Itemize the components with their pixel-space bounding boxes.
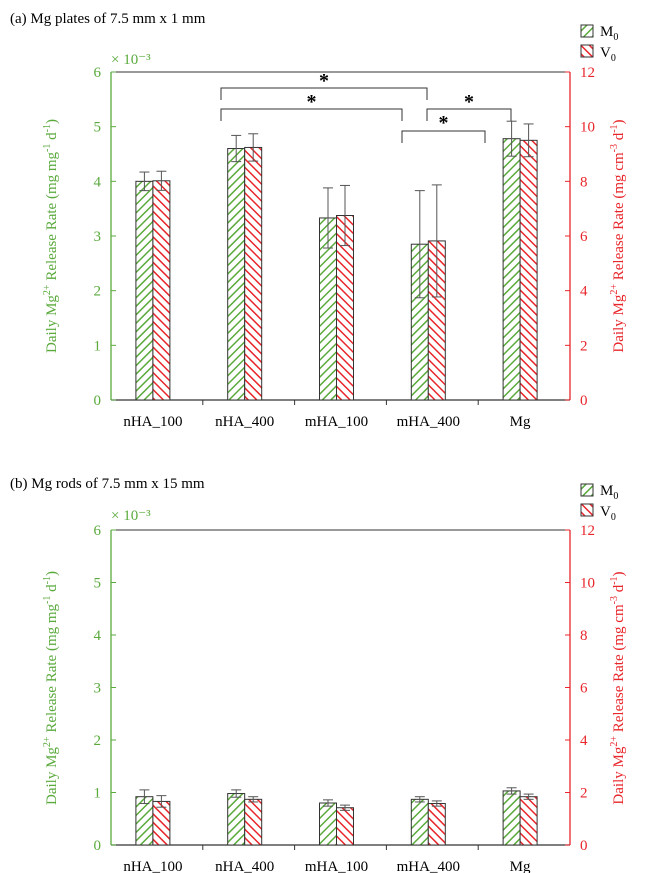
panel-b: (b) Mg rods of 7.5 mm x 15 mm M0 V0 × 10… [10,476,627,873]
right-axis-label: Daily Mg2+ Release Rate (mg cm-3 d-1) [609,119,627,352]
left-axis-multiplier: × 10⁻³ [111,52,151,68]
right-tick-label: 8 [580,174,588,190]
bar-m0-nha_100 [135,180,154,401]
left-tick-label: 2 [94,284,102,300]
left-axis-multiplier: × 10⁻³ [111,508,151,524]
significance-star: * [319,70,329,92]
legend-swatch-m0 [580,24,594,38]
left-tick-label: 5 [94,576,102,592]
bar-v0-mg [519,139,538,401]
significance-bracket [401,130,486,143]
right-tick-label: 4 [580,733,588,749]
significance-bracket [220,87,428,100]
panel-title: (a) Mg plates of 7.5 mm x 1 mm [10,11,206,27]
left-tick-label: 3 [94,229,102,245]
left-tick-label: 1 [94,338,102,354]
left-axis-label: Daily Mg2+ Release Rate (mg mg-1 d-1) [42,119,60,353]
bar-m0-mg [502,790,521,846]
right-tick-label: 12 [580,65,595,81]
right-tick-label: 10 [580,120,595,136]
left-tick-label: 5 [94,120,102,136]
panel-title: (b) Mg rods of 7.5 mm x 15 mm [10,476,205,492]
left-tick-label: 4 [94,628,102,644]
significance-star: * [464,91,474,113]
panel-a: (a) Mg plates of 7.5 mm x 1 mm M0 V0 × 1… [10,11,627,430]
category-label: mHA_400 [397,414,460,430]
right-tick-label: 6 [580,681,588,697]
right-tick-label: 10 [580,576,595,592]
category-label: nHA_400 [215,859,274,873]
right-tick-label: 2 [580,786,588,802]
bar-v0-nha_400 [244,146,263,401]
bar-m0-nha_400 [227,793,246,846]
legend-label-m0: M0 [600,24,618,43]
bar-v0-nha_100 [152,180,171,401]
category-label: mHA_400 [397,859,460,873]
category-label: Mg [510,414,531,430]
bar-v0-nha_400 [244,798,263,846]
left-tick-label: 0 [94,838,102,854]
left-tick-label: 6 [94,65,102,81]
bar-m0-mg [502,138,521,401]
category-label: mHA_100 [305,859,368,873]
legend-label-v0: V0 [600,45,616,64]
bar-v0-mg [519,796,538,846]
legend-swatch-v0 [580,503,594,517]
significance-star: * [307,91,317,113]
left-tick-label: 1 [94,786,102,802]
right-tick-label: 0 [580,393,588,409]
legend-label-v0: V0 [600,504,616,523]
bar-m0-mha_400 [410,798,429,846]
bar-m0-nha_400 [227,148,246,401]
significance-bracket [220,108,403,121]
right-tick-label: 8 [580,628,588,644]
right-tick-label: 0 [580,838,588,854]
significance-bracket [426,108,512,121]
legend: M0 V0 [580,24,618,64]
right-axis-label: Daily Mg2+ Release Rate (mg cm-3 d-1) [609,571,627,804]
category-label: Mg [510,859,531,873]
legend-swatch-v0 [580,44,594,58]
significance-star: * [439,112,449,134]
bar-m0-mha_100 [319,802,337,846]
left-tick-label: 3 [94,681,102,697]
bar-v0-mha_100 [336,807,354,846]
bar-v0-mha_400 [427,803,446,846]
left-tick-label: 2 [94,733,102,749]
left-tick-label: 0 [94,393,102,409]
legend-swatch-m0 [580,483,594,497]
left-tick-label: 6 [94,523,102,539]
category-label: nHA_100 [123,859,182,873]
category-label: mHA_100 [305,414,368,430]
category-label: nHA_100 [123,414,182,430]
right-tick-label: 12 [580,523,595,539]
right-tick-label: 2 [580,338,588,354]
right-tick-label: 4 [580,284,588,300]
legend-label-m0: M0 [600,483,618,502]
category-label: nHA_400 [215,414,274,430]
bar-v0-nha_100 [152,800,171,846]
left-tick-label: 4 [94,174,102,190]
legend: M0 V0 [580,483,618,523]
right-tick-label: 6 [580,229,588,245]
left-axis-label: Daily Mg2+ Release Rate (mg mg-1 d-1) [42,571,60,805]
